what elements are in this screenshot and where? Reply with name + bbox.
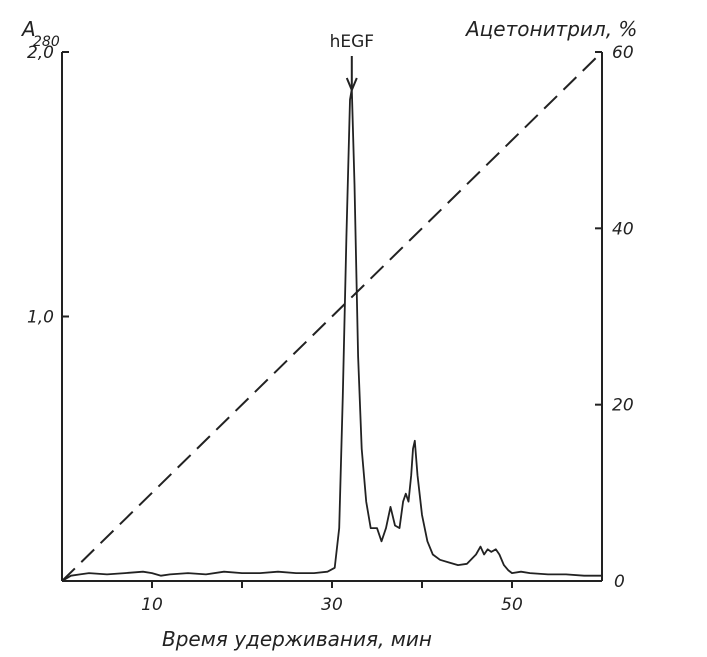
peak-annotation-label: hEGF — [330, 32, 374, 52]
absorbance-line — [61, 88, 602, 582]
y-right-axis-title: Ацетонитрил, % — [464, 17, 637, 41]
peak-arrow — [345, 56, 358, 93]
gradient-line — [61, 51, 603, 582]
y-right-tick-label: 20 — [612, 396, 634, 416]
peak-arrow-head — [345, 77, 358, 93]
y-left-axis-title: A — [20, 17, 36, 41]
x-tick-label: 50 — [501, 595, 523, 615]
y-left-tick-label: 1,0 — [27, 308, 54, 328]
right-zero-label: 0 — [614, 572, 625, 592]
x-tick-label: 30 — [321, 595, 343, 615]
y-left-tick-label: 2,0 — [27, 43, 54, 63]
y-left-axis-subscript: 280 — [33, 34, 60, 50]
y-right-tick-label: 60 — [612, 43, 634, 63]
x-axis-title: Время удерживания, мин — [162, 627, 432, 651]
y-right-tick-label: 40 — [612, 219, 634, 239]
x-tick-label: 10 — [141, 595, 163, 615]
